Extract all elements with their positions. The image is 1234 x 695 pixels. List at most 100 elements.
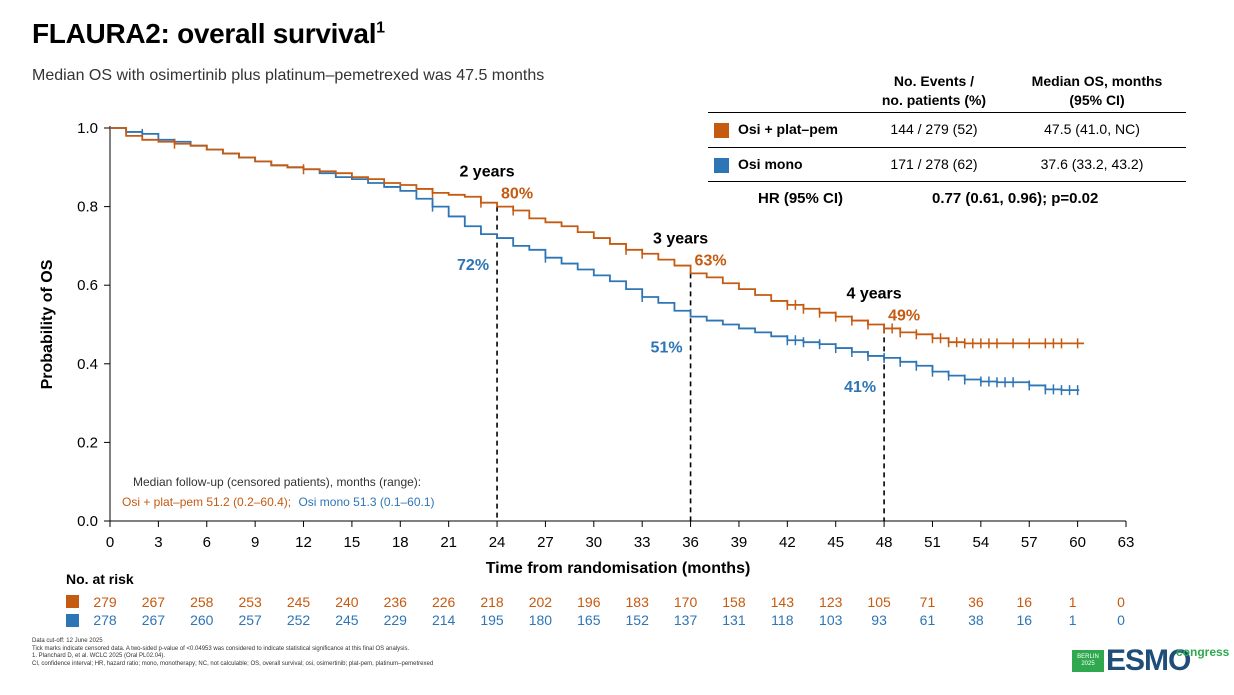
risk-value-osi-plat: 0 bbox=[1117, 594, 1125, 610]
risk-value-osi-mono: 152 bbox=[626, 612, 650, 628]
x-tick-label: 42 bbox=[779, 534, 796, 551]
esmo-logo-word: ESMO bbox=[1106, 644, 1191, 677]
risk-value-osi-mono: 245 bbox=[335, 612, 359, 628]
risk-value-osi-mono: 257 bbox=[238, 612, 262, 628]
osi-mono-swatch bbox=[714, 158, 729, 173]
risk-value-osi-mono: 103 bbox=[819, 612, 843, 628]
chart-labels: 2 years 3 years 4 years 80% 63% 49% 72% 51% 41% bbox=[457, 164, 920, 396]
risk-value-osi-plat: 267 bbox=[142, 594, 166, 610]
risk-value-osi-mono: 0 bbox=[1117, 612, 1125, 628]
risk-value-osi-mono: 260 bbox=[190, 612, 214, 628]
risk-value-osi-mono: 278 bbox=[93, 612, 117, 628]
esmo-logo-box: BERLIN 2025 bbox=[1072, 650, 1104, 672]
events-header-line2: no. patients (%) bbox=[881, 92, 987, 108]
risk-value-osi-mono: 267 bbox=[142, 612, 166, 628]
x-tick-label: 0 bbox=[106, 534, 114, 551]
x-tick-label: 18 bbox=[392, 534, 409, 551]
risk-value-osi-plat: 236 bbox=[384, 594, 408, 610]
osi-mono-label: Osi mono bbox=[738, 156, 803, 172]
risk-value-osi-plat: 202 bbox=[529, 594, 553, 610]
landmark-label-osi-plat: 63% bbox=[695, 252, 727, 269]
events-header-line1: No. Events / bbox=[893, 73, 975, 89]
risk-value-osi-plat: 279 bbox=[93, 594, 117, 610]
risk-value-osi-mono: 214 bbox=[432, 612, 456, 628]
footnote-reference: 1. Planchard D, et al. WCLC 2025 (Oral P… bbox=[32, 653, 166, 659]
landmark-annotation: 3 years bbox=[653, 230, 708, 247]
risk-value-osi-mono: 195 bbox=[480, 612, 504, 628]
x-tick-label: 36 bbox=[682, 534, 699, 551]
y-tick-label: 0.2 bbox=[77, 434, 98, 451]
x-tick-label: 24 bbox=[489, 534, 506, 551]
summary-rule-mid bbox=[708, 147, 1186, 148]
footnote-abbreviations: CI, confidence interval; HR, hazard rati… bbox=[32, 660, 434, 667]
risk-value-osi-mono: 137 bbox=[674, 612, 698, 628]
landmark-label-osi-mono: 72% bbox=[457, 257, 489, 274]
x-tick-label: 30 bbox=[585, 534, 602, 551]
risk-value-osi-plat: 158 bbox=[722, 594, 746, 610]
risk-swatch-osi-mono bbox=[66, 614, 79, 627]
osi-mono-events: 171 / 278 (62) bbox=[890, 156, 978, 172]
slide-title: FLAURA2: overall survival1 bbox=[32, 18, 385, 50]
x-tick-label: 51 bbox=[924, 534, 941, 551]
footnote-cutoff: Data cut-off: 12 June 2025 bbox=[32, 638, 103, 644]
risk-value-osi-mono: 165 bbox=[577, 612, 601, 628]
x-tick-label: 6 bbox=[203, 534, 211, 551]
esmo-logo: BERLIN 2025 ESMO congress bbox=[1072, 644, 1229, 677]
y-tick-label: 0.6 bbox=[77, 277, 98, 294]
y-tick-label: 0.0 bbox=[77, 513, 98, 530]
risk-value-osi-plat: 245 bbox=[287, 594, 311, 610]
esmo-logo-year: 2025 bbox=[1081, 661, 1095, 667]
risk-value-osi-plat: 218 bbox=[480, 594, 504, 610]
x-tick-label: 9 bbox=[251, 534, 259, 551]
landmark-label-osi-mono: 41% bbox=[844, 379, 876, 396]
landmark-annotation: 4 years bbox=[847, 285, 902, 302]
x-tick-label: 60 bbox=[1069, 534, 1086, 551]
esmo-logo-congress: congress bbox=[1176, 645, 1230, 659]
risk-value-osi-mono: 16 bbox=[1016, 612, 1032, 628]
risk-value-osi-plat: 196 bbox=[577, 594, 601, 610]
osi-mono-median: 37.6 (33.2, 43.2) bbox=[1040, 156, 1144, 172]
summary-rule-top bbox=[708, 112, 1186, 113]
risk-value-osi-mono: 118 bbox=[771, 612, 794, 628]
slide-subtitle: Median OS with osimertinib plus platinum… bbox=[32, 67, 545, 84]
osi-plat-label: Osi + plat–pem bbox=[738, 121, 838, 137]
follow-up-osi-plat: Osi + plat–pem 51.2 (0.2–60.4); bbox=[122, 495, 291, 509]
x-tick-label: 15 bbox=[344, 534, 361, 551]
y-tick-label: 0.4 bbox=[77, 356, 98, 373]
landmark-annotation: 2 years bbox=[459, 164, 514, 181]
landmark-label-osi-plat: 49% bbox=[888, 307, 920, 324]
x-tick-label: 3 bbox=[154, 534, 162, 551]
risk-value-osi-mono: 93 bbox=[871, 612, 887, 628]
risk-swatch-osi-plat bbox=[66, 595, 79, 608]
risk-value-osi-plat: 71 bbox=[920, 594, 936, 610]
osi-plat-median: 47.5 (41.0, NC) bbox=[1044, 121, 1140, 137]
follow-up-values: Osi + plat–pem 51.2 (0.2–60.4); Osi mono… bbox=[122, 495, 435, 509]
risk-value-osi-plat: 253 bbox=[238, 594, 262, 610]
risk-value-osi-plat: 36 bbox=[968, 594, 984, 610]
median-header-line2: (95% CI) bbox=[1069, 92, 1125, 108]
risk-value-osi-mono: 38 bbox=[968, 612, 984, 628]
x-tick-label: 12 bbox=[295, 534, 312, 551]
x-tick-label: 63 bbox=[1118, 534, 1135, 551]
risk-value-osi-mono: 61 bbox=[920, 612, 936, 628]
risk-value-osi-plat: 123 bbox=[819, 594, 843, 610]
y-axis-label: Probability of OS bbox=[39, 259, 56, 389]
summary-rule-bottom bbox=[708, 181, 1186, 182]
risk-value-osi-plat: 226 bbox=[432, 594, 456, 610]
x-tick-label: 21 bbox=[440, 534, 457, 551]
risk-value-osi-plat: 170 bbox=[674, 594, 698, 610]
x-tick-label: 57 bbox=[1021, 534, 1038, 551]
esmo-logo-city: BERLIN bbox=[1077, 654, 1099, 660]
risk-table: 279 267 258 253 245 240 236 226 218 202 196 183 170 1… bbox=[93, 594, 1125, 628]
osi-plat-events: 144 / 279 (52) bbox=[890, 121, 978, 137]
hr-label: HR (95% CI) bbox=[758, 190, 844, 207]
landmark-label-osi-mono: 51% bbox=[651, 340, 683, 357]
x-tick-label: 48 bbox=[876, 534, 893, 551]
slide-title-text: FLAURA2: overall survival bbox=[32, 18, 377, 49]
osi-plat-swatch bbox=[714, 123, 729, 138]
risk-value-osi-mono: 229 bbox=[384, 612, 408, 628]
risk-value-osi-mono: 131 bbox=[722, 612, 746, 628]
x-tick-label: 33 bbox=[634, 534, 651, 551]
median-header: Median OS, months (95% CI) bbox=[1008, 72, 1186, 110]
